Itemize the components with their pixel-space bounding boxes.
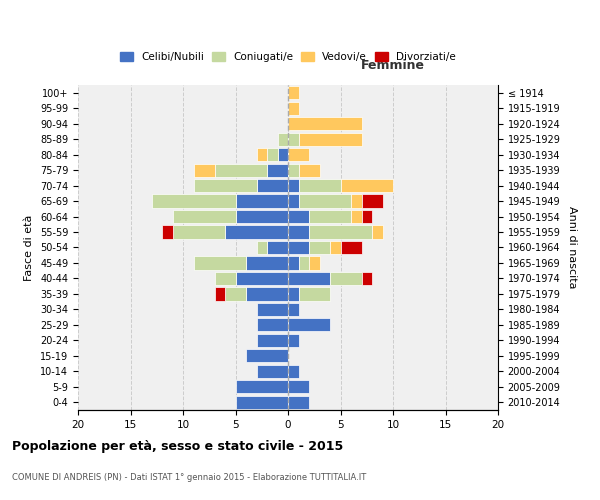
Bar	[257, 334, 288, 347]
Bar	[225, 226, 288, 238]
Bar	[299, 132, 361, 145]
Bar	[288, 241, 309, 254]
Bar	[257, 303, 288, 316]
Bar	[288, 396, 309, 409]
Bar	[277, 132, 288, 145]
Bar	[215, 164, 267, 176]
Bar	[215, 288, 225, 300]
Bar	[162, 226, 173, 238]
Bar	[299, 194, 351, 207]
Bar	[351, 194, 361, 207]
Bar	[288, 272, 330, 285]
Bar	[235, 210, 288, 223]
Legend: Celibi/Nubili, Coniugati/e, Vedovi/e, Divorziati/e: Celibi/Nubili, Coniugati/e, Vedovi/e, Di…	[116, 48, 460, 66]
Bar	[288, 256, 299, 270]
Bar	[246, 288, 288, 300]
Bar	[288, 179, 299, 192]
Bar	[372, 226, 383, 238]
Bar	[341, 241, 361, 254]
Bar	[288, 164, 299, 176]
Bar	[288, 380, 309, 394]
Bar	[215, 272, 235, 285]
Bar	[257, 148, 267, 161]
Bar	[277, 148, 288, 161]
Bar	[257, 364, 288, 378]
Bar	[288, 102, 299, 115]
Bar	[267, 148, 277, 161]
Bar	[299, 256, 309, 270]
Bar	[173, 226, 225, 238]
Y-axis label: Fasce di età: Fasce di età	[25, 214, 34, 280]
Bar	[351, 210, 361, 223]
Bar	[288, 364, 299, 378]
Bar	[193, 179, 257, 192]
Bar	[309, 241, 330, 254]
Y-axis label: Anni di nascita: Anni di nascita	[567, 206, 577, 288]
Bar	[341, 179, 393, 192]
Bar	[235, 194, 288, 207]
Bar	[288, 226, 309, 238]
Bar	[288, 318, 330, 332]
Text: Popolazione per età, sesso e stato civile - 2015: Popolazione per età, sesso e stato civil…	[12, 440, 343, 453]
Bar	[361, 210, 372, 223]
Bar	[330, 241, 341, 254]
Bar	[288, 117, 361, 130]
Bar	[299, 164, 320, 176]
Bar	[257, 179, 288, 192]
Bar	[151, 194, 235, 207]
Bar	[173, 210, 235, 223]
Bar	[246, 256, 288, 270]
Bar	[299, 179, 341, 192]
Bar	[288, 86, 299, 100]
Bar	[288, 334, 299, 347]
Bar	[330, 272, 361, 285]
Bar	[288, 288, 299, 300]
Bar	[309, 256, 320, 270]
Bar	[235, 380, 288, 394]
Bar	[193, 256, 246, 270]
Text: COMUNE DI ANDREIS (PN) - Dati ISTAT 1° gennaio 2015 - Elaborazione TUTTITALIA.IT: COMUNE DI ANDREIS (PN) - Dati ISTAT 1° g…	[12, 473, 366, 482]
Bar	[288, 303, 299, 316]
Bar	[309, 210, 351, 223]
Bar	[288, 132, 299, 145]
Bar	[288, 210, 309, 223]
Bar	[235, 272, 288, 285]
Bar	[257, 241, 267, 254]
Bar	[299, 288, 330, 300]
Text: Femmine: Femmine	[361, 59, 425, 72]
Bar	[267, 241, 288, 254]
Bar	[361, 272, 372, 285]
Bar	[193, 164, 215, 176]
Bar	[288, 148, 309, 161]
Bar	[361, 194, 383, 207]
Bar	[225, 288, 246, 300]
Bar	[309, 226, 372, 238]
Bar	[288, 194, 299, 207]
Bar	[267, 164, 288, 176]
Bar	[257, 318, 288, 332]
Bar	[235, 396, 288, 409]
Bar	[246, 350, 288, 362]
